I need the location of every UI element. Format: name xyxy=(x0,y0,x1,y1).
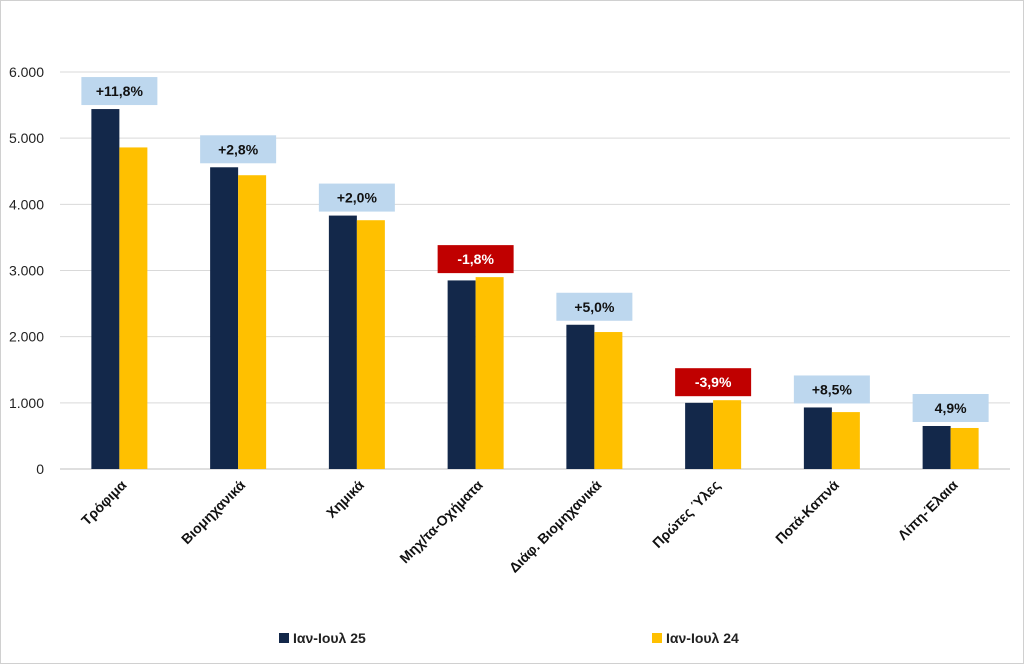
change-labels: +11,8% +2,8% +2,0% -1,8% +5,0% -3,9% +8,5% 4,9% xyxy=(81,77,989,422)
legend-label: Ιαν-Ιουλ 24 xyxy=(666,630,739,646)
bar-series-1 xyxy=(685,402,714,469)
category-label: Βιομηχανικά xyxy=(178,477,249,548)
legend: Ιαν-Ιουλ 25 Ιαν-Ιουλ 24 xyxy=(279,630,739,646)
change-label: +5,0% xyxy=(574,299,615,315)
y-tick-label: 5.000 xyxy=(9,130,44,146)
category-label: Διάφ. Βιομηχανικά xyxy=(506,477,605,576)
gridlines xyxy=(60,71,1010,470)
bar-series-2 xyxy=(238,175,267,469)
change-label-box xyxy=(81,77,158,106)
y-axis-ticks: 0 1.000 2.000 3.000 4.000 5.000 6.000 xyxy=(9,64,44,477)
category-label: Χημικά xyxy=(323,477,367,521)
bar-series-1 xyxy=(91,109,120,469)
y-tick-label: 4.000 xyxy=(9,196,44,212)
category-labels: Τρόφιμα Βιομηχανικά Χημικά Μηχ/τα-Οχήματα Δι… xyxy=(78,477,961,576)
bar-series-2 xyxy=(119,147,148,469)
change-label-box xyxy=(793,375,870,404)
change-label-box xyxy=(200,135,277,164)
category-label: Τρόφιμα xyxy=(78,477,130,529)
change-label-box xyxy=(675,368,752,397)
change-label: -3,9% xyxy=(695,374,732,390)
bar-series-1 xyxy=(210,167,239,469)
change-label-box xyxy=(318,183,395,212)
bar-series-2 xyxy=(475,277,504,469)
y-tick-label: 0 xyxy=(36,461,44,477)
change-label: 4,9% xyxy=(935,400,967,416)
change-label: +8,5% xyxy=(812,381,853,397)
category-label: Πρώτες Ύλες xyxy=(649,477,723,551)
y-tick-label: 6.000 xyxy=(9,64,44,80)
bar-series-1 xyxy=(803,407,832,469)
bar-series-1 xyxy=(922,425,951,469)
change-label: +2,8% xyxy=(218,141,259,157)
bar-series-2 xyxy=(713,400,742,469)
change-label-box xyxy=(437,245,514,274)
change-label-box xyxy=(556,292,633,321)
bar-series-1 xyxy=(447,280,476,469)
bar-series-1 xyxy=(328,215,357,469)
category-label: Μηχ/τα-Οχήματα xyxy=(396,477,486,567)
bar-series-2 xyxy=(356,220,385,469)
bar-series-1 xyxy=(566,324,595,469)
bar-series-2 xyxy=(594,332,623,469)
change-label: +11,8% xyxy=(96,83,144,99)
y-tick-label: 2.000 xyxy=(9,329,44,345)
legend-label: Ιαν-Ιουλ 25 xyxy=(293,630,366,646)
legend-swatch xyxy=(279,633,289,643)
bars xyxy=(91,109,979,469)
legend-swatch xyxy=(652,633,662,643)
y-tick-label: 1.000 xyxy=(9,395,44,411)
bar-series-2 xyxy=(831,412,860,469)
change-label: -1,8% xyxy=(457,251,494,267)
category-label: Λίπη-Έλαια xyxy=(894,477,961,544)
y-tick-label: 3.000 xyxy=(9,263,44,279)
bar-series-2 xyxy=(950,427,979,469)
change-label-box xyxy=(912,393,989,422)
change-label: +2,0% xyxy=(337,190,378,206)
category-label: Ποτά-Καπνά xyxy=(772,477,842,547)
